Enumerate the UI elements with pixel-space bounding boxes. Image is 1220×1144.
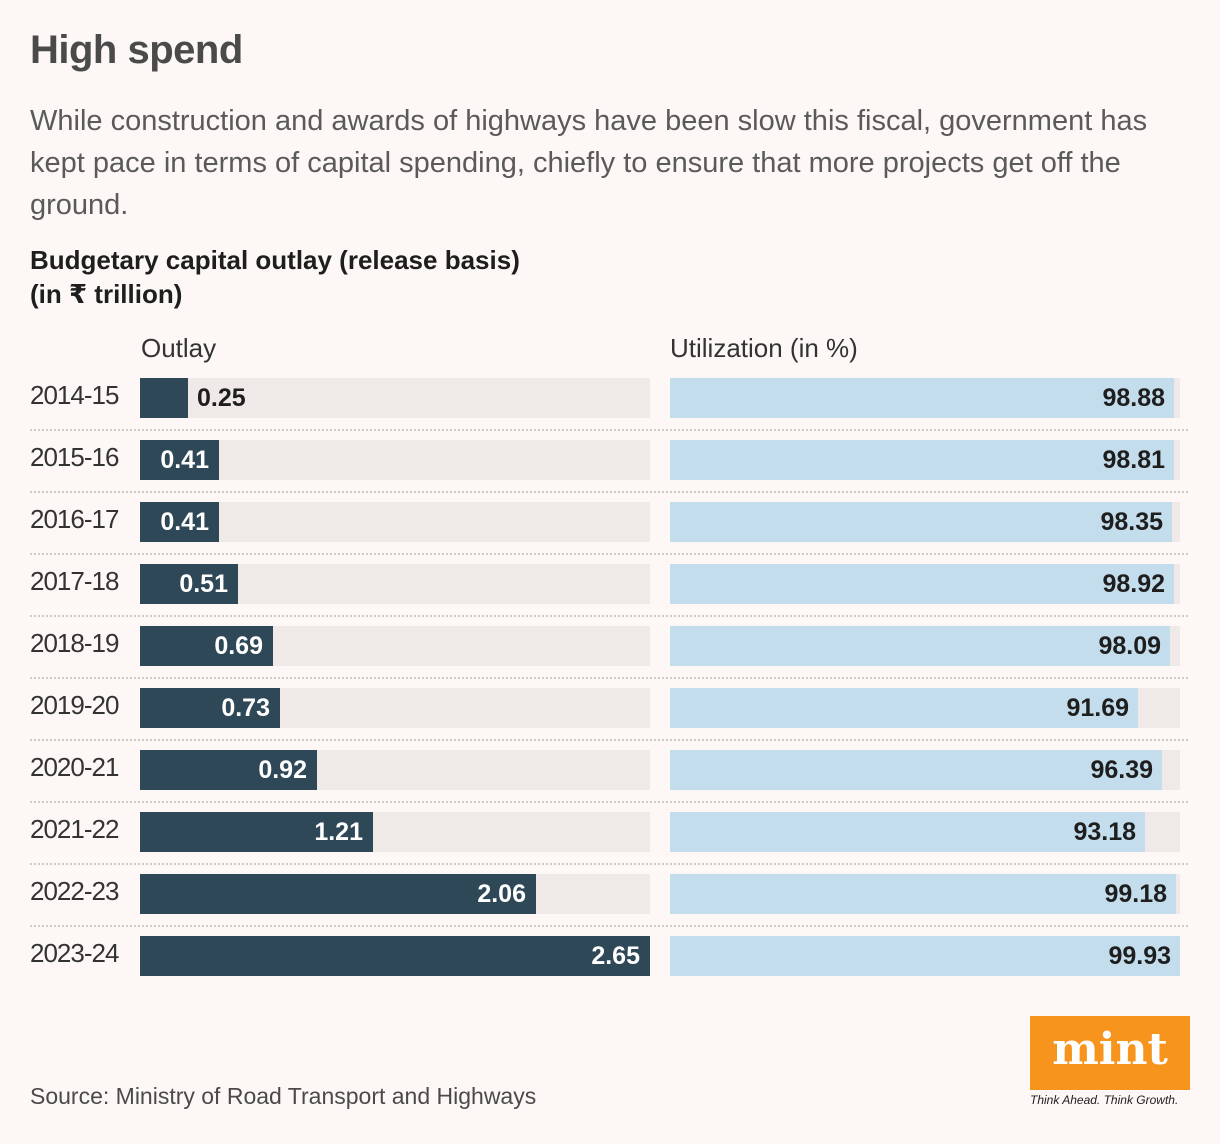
row-year-label: 2022-23 [30, 876, 119, 906]
row-year-label: 2016-17 [30, 504, 119, 534]
row-year-label: 2019-20 [30, 690, 119, 720]
outlay-value-label: 0.41 [160, 508, 209, 536]
chart-heading: Budgetary capital outlay (release basis)… [30, 243, 520, 311]
outlay-track: 2.65 [140, 936, 650, 976]
utilization-value-label: 98.81 [1102, 446, 1165, 474]
row-year-label: 2020-21 [30, 752, 119, 782]
utilization-track: 98.09 [670, 626, 1180, 666]
row-divider [30, 863, 1188, 865]
outlay-track: 0.25 [140, 378, 650, 418]
utilization-bar [670, 378, 1174, 418]
outlay-bar [140, 564, 238, 604]
source-note: Source: Ministry of Road Transport and H… [30, 1083, 537, 1109]
outlay-value-label: 2.65 [591, 942, 640, 970]
utilization-track: 98.92 [670, 564, 1180, 604]
outlay-track: 0.73 [140, 688, 650, 728]
outlay-bar [140, 812, 373, 852]
utilization-bar [670, 874, 1176, 914]
outlay-bar [140, 750, 317, 790]
outlay-value-label: 0.73 [221, 694, 270, 722]
outlay-track: 0.69 [140, 626, 650, 666]
chart-subtitle: While construction and awards of highway… [30, 105, 1148, 221]
utilization-value-label: 98.35 [1100, 508, 1163, 536]
utilization-track: 98.35 [670, 502, 1180, 542]
row-year-label: 2017-18 [30, 566, 119, 596]
utilization-bar [670, 502, 1172, 542]
row-divider [30, 553, 1188, 555]
utilization-value-label: 99.93 [1108, 942, 1171, 970]
utilization-value-label: 98.09 [1098, 632, 1161, 660]
utilization-bar [670, 564, 1174, 604]
logo-tagline: Think Ahead. Think Growth. [1030, 1093, 1179, 1107]
utilization-value-label: 99.18 [1104, 880, 1167, 908]
row-year-label: 2023-24 [30, 938, 119, 968]
utilization-bar [670, 688, 1138, 728]
row-year-label: 2015-16 [30, 442, 119, 472]
row-year-label: 2021-22 [30, 814, 119, 844]
outlay-value-label: 0.25 [197, 384, 246, 412]
utilization-value-label: 98.88 [1102, 384, 1165, 412]
outlay-value-label: 0.51 [179, 570, 228, 598]
row-divider [30, 739, 1188, 741]
utilization-value-label: 93.18 [1073, 818, 1136, 846]
row-year-label: 2018-19 [30, 628, 119, 658]
row-year-label: 2014-15 [30, 380, 119, 410]
row-divider [30, 677, 1188, 679]
outlay-track: 2.06 [140, 874, 650, 914]
outlay-value-label: 0.92 [258, 756, 307, 784]
outlay-bar [140, 936, 650, 976]
utilization-bar [670, 626, 1170, 666]
outlay-column-header: Outlay [141, 333, 217, 363]
utilization-track: 93.18 [670, 812, 1180, 852]
utilization-value-label: 96.39 [1090, 756, 1153, 784]
row-divider [30, 925, 1188, 927]
utilization-track: 99.18 [670, 874, 1180, 914]
outlay-value-label: 0.69 [214, 632, 263, 660]
utilization-track: 98.88 [670, 378, 1180, 418]
outlay-bar [140, 440, 219, 480]
outlay-value-label: 0.41 [160, 446, 209, 474]
row-divider [30, 801, 1188, 803]
utilization-track: 99.93 [670, 936, 1180, 976]
row-divider [30, 615, 1188, 617]
outlay-bar [140, 874, 536, 914]
outlay-track: 0.41 [140, 440, 650, 480]
outlay-track: 0.41 [140, 502, 650, 542]
utilization-bar [670, 936, 1180, 976]
mint-logo: mint [1030, 1016, 1190, 1090]
row-divider [30, 491, 1188, 493]
chart-title-main: High spend [30, 28, 243, 72]
outlay-track: 0.51 [140, 564, 650, 604]
utilization-value-label: 98.92 [1102, 570, 1165, 598]
outlay-track: 0.92 [140, 750, 650, 790]
outlay-track: 1.21 [140, 812, 650, 852]
utilization-bar [670, 440, 1174, 480]
outlay-bar [140, 626, 273, 666]
chart-heading-line2: (in ₹ trillion) [30, 279, 183, 309]
utilization-column-header: Utilization (in %) [670, 333, 858, 363]
outlay-value-label: 1.21 [314, 818, 363, 846]
utilization-track: 91.69 [670, 688, 1180, 728]
utilization-track: 98.81 [670, 440, 1180, 480]
utilization-bar [670, 750, 1162, 790]
utilization-value-label: 91.69 [1066, 694, 1129, 722]
chart-heading-line1: Budgetary capital outlay (release basis) [30, 245, 520, 275]
utilization-track: 96.39 [670, 750, 1180, 790]
outlay-value-label: 2.06 [477, 880, 526, 908]
utilization-bar [670, 812, 1145, 852]
outlay-bar [140, 378, 188, 418]
outlay-bar [140, 502, 219, 542]
row-divider [30, 429, 1188, 431]
outlay-bar [140, 688, 280, 728]
